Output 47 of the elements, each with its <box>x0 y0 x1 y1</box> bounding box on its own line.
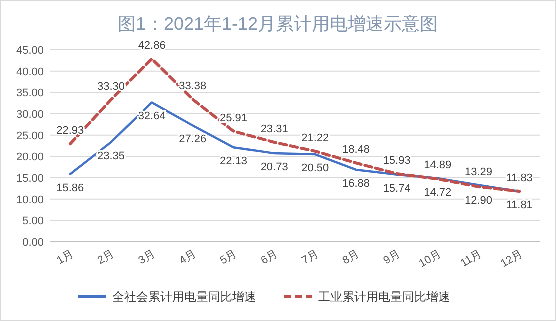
x-tick-label: 8月 <box>340 248 362 268</box>
y-tick-label: 0.00 <box>22 237 44 249</box>
x-tick-label: 11月 <box>458 248 484 270</box>
data-label: 12.90 <box>464 194 493 207</box>
data-label: 15.86 <box>56 182 84 194</box>
y-tick-label: 45.00 <box>16 45 44 57</box>
data-label: 23.31 <box>260 124 288 136</box>
data-label: 18.48 <box>342 144 370 156</box>
legend-label: 全社会累计用电量同比增速 <box>112 290 256 304</box>
legend-label: 工业累计用电量同比增速 <box>318 290 450 304</box>
x-tick-label: 7月 <box>300 248 321 268</box>
data-label: 25.91 <box>220 112 248 124</box>
y-tick-label: 35.00 <box>16 88 44 100</box>
data-label: 11.83 <box>506 172 533 185</box>
x-tick-label: 10月 <box>417 248 444 270</box>
data-label: 16.88 <box>342 178 370 190</box>
y-tick-label: 25.00 <box>16 130 44 142</box>
data-label: 23.35 <box>97 150 126 162</box>
data-label: 14.89 <box>424 159 452 172</box>
data-label: 42.86 <box>138 40 166 52</box>
data-label: 27.26 <box>179 134 207 146</box>
x-tick-label: 9月 <box>382 248 403 268</box>
data-label: 15.93 <box>383 155 411 168</box>
x-tick-label: 6月 <box>259 248 280 268</box>
x-tick-label: 1月 <box>55 248 76 268</box>
data-label: 32.64 <box>138 110 166 123</box>
data-label: 15.74 <box>383 182 411 195</box>
y-tick-label: 5.00 <box>22 216 44 228</box>
x-tick-label: 3月 <box>136 248 158 268</box>
x-tick-label: 12月 <box>498 248 526 270</box>
y-tick-label: 40.00 <box>16 66 44 78</box>
y-tick-label: 30.00 <box>16 109 44 121</box>
chart-title: 图1：2021年1-12月累计用电增速示意图 <box>118 14 438 34</box>
data-label: 14.72 <box>424 187 452 200</box>
x-tick-label: 4月 <box>178 248 198 268</box>
data-label: 21.22 <box>302 132 330 144</box>
x-tick-label: 2月 <box>96 248 117 268</box>
y-tick-label: 10.00 <box>16 194 44 206</box>
y-tick-label: 20.00 <box>16 152 44 164</box>
data-label: 13.29 <box>464 166 493 178</box>
data-label: 11.81 <box>506 200 533 212</box>
data-label: 20.73 <box>260 162 288 174</box>
data-label: 22.93 <box>56 125 84 138</box>
data-label: 20.50 <box>302 162 330 175</box>
y-tick-label: 15.00 <box>16 173 44 185</box>
data-label: 22.13 <box>220 156 248 168</box>
x-tick-label: 5月 <box>218 248 240 268</box>
